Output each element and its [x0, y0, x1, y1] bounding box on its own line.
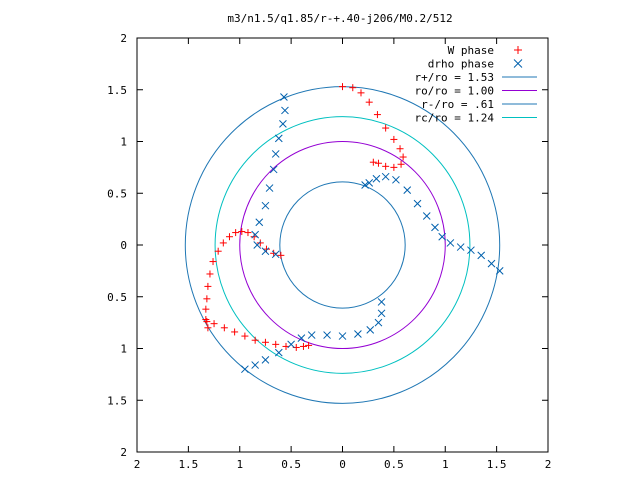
drho-phase-point [365, 179, 374, 187]
radius-circle [214, 116, 471, 374]
drho-phase-point [281, 106, 289, 115]
drho-phase-point [377, 309, 386, 318]
drho-phase-point [338, 332, 347, 340]
drho-phase-point [279, 120, 287, 128]
y-tick-label: 1 [120, 343, 127, 356]
drho-phase-point [274, 348, 283, 357]
x-tick-label: 2 [134, 458, 141, 471]
y-tick-label: 1.5 [107, 394, 127, 407]
drho-phase-point [487, 259, 496, 268]
y-tick-label: 2 [120, 32, 127, 45]
drho-phase-point [446, 239, 455, 247]
drho-phase-point [271, 250, 280, 259]
drho-phase-point [354, 330, 362, 338]
y-tick-label: 2 [120, 446, 127, 459]
chart-title: m3/n1.5/q1.85/r-+.40-j206/M0.2/512 [227, 12, 452, 25]
drho-phase-point [274, 134, 283, 143]
drho-phase-point [438, 232, 447, 241]
drho-phase-point [372, 174, 381, 183]
drho-phase-point [253, 241, 262, 249]
x-tick-label: 1 [236, 458, 243, 471]
x-tick-label: 1.5 [178, 458, 198, 471]
axis-ticks: 2 1.5 1 0.5 0 0.5 1 1.5 221.510.500.511.52 [107, 32, 551, 471]
drho-phase-point [261, 201, 270, 210]
drho-phase-point [477, 251, 486, 260]
drho-phase-point [422, 212, 431, 220]
drho-phase-point [431, 223, 439, 232]
y-tick-label: 1.5 [107, 84, 127, 97]
legend-label: r-/ro = .61 [421, 98, 494, 111]
drho-phase-point [241, 365, 249, 374]
drho-phase-point [467, 246, 475, 255]
drho-phase-point [261, 356, 270, 364]
drho-phase-point [413, 199, 422, 208]
x-tick-label: 0.5 [281, 458, 301, 471]
radius-circle [239, 141, 446, 349]
legend-label: rc/ro = 1.24 [415, 112, 495, 125]
drho-phase-point [265, 184, 274, 192]
drho-phase-point [271, 150, 280, 158]
drho-phase-point [403, 186, 412, 194]
drho-phase-point [495, 267, 504, 275]
drho-phase-point [374, 318, 383, 327]
x-tick-label: 2 [545, 458, 552, 471]
y-tick-label: 0.5 [107, 187, 127, 200]
x-tick-label: 0 [339, 458, 346, 471]
drho-phase-point [251, 230, 260, 239]
y-tick-label: 1 [120, 136, 127, 149]
drho-phase-point [251, 361, 260, 369]
legend-label: ro/ro = 1.00 [415, 85, 494, 98]
drho-phase-point [381, 172, 390, 181]
drho-phase-point [269, 165, 278, 174]
x-tick-label: 0.5 [384, 458, 404, 471]
drho-phase-point [377, 298, 386, 306]
drho-phase-point [280, 93, 288, 101]
x-tick-label: 1 [442, 458, 449, 471]
drho-phase-point [287, 340, 295, 349]
drho-phase-point [261, 247, 270, 256]
drho-phase-point [255, 218, 264, 227]
legend-label: r+/ro = 1.53 [415, 71, 494, 84]
legend-label: drho phase [428, 58, 494, 71]
phase-points [202, 83, 504, 374]
drho-phase-point [323, 331, 331, 339]
x-tick-label: 1.5 [487, 458, 507, 471]
y-tick-label: 0.5 [107, 291, 127, 304]
drho-phase-point [307, 331, 316, 339]
drho-phase-point [513, 59, 523, 68]
legend-label: W phase [448, 44, 494, 57]
drho-phase-point [297, 334, 306, 343]
drho-phase-point [366, 326, 375, 334]
drho-phase-point [392, 175, 400, 184]
drho-phase-point [456, 243, 465, 251]
radius-circle [279, 181, 406, 309]
drho-phase-point [361, 181, 369, 189]
y-tick-label: 0 [120, 239, 127, 252]
